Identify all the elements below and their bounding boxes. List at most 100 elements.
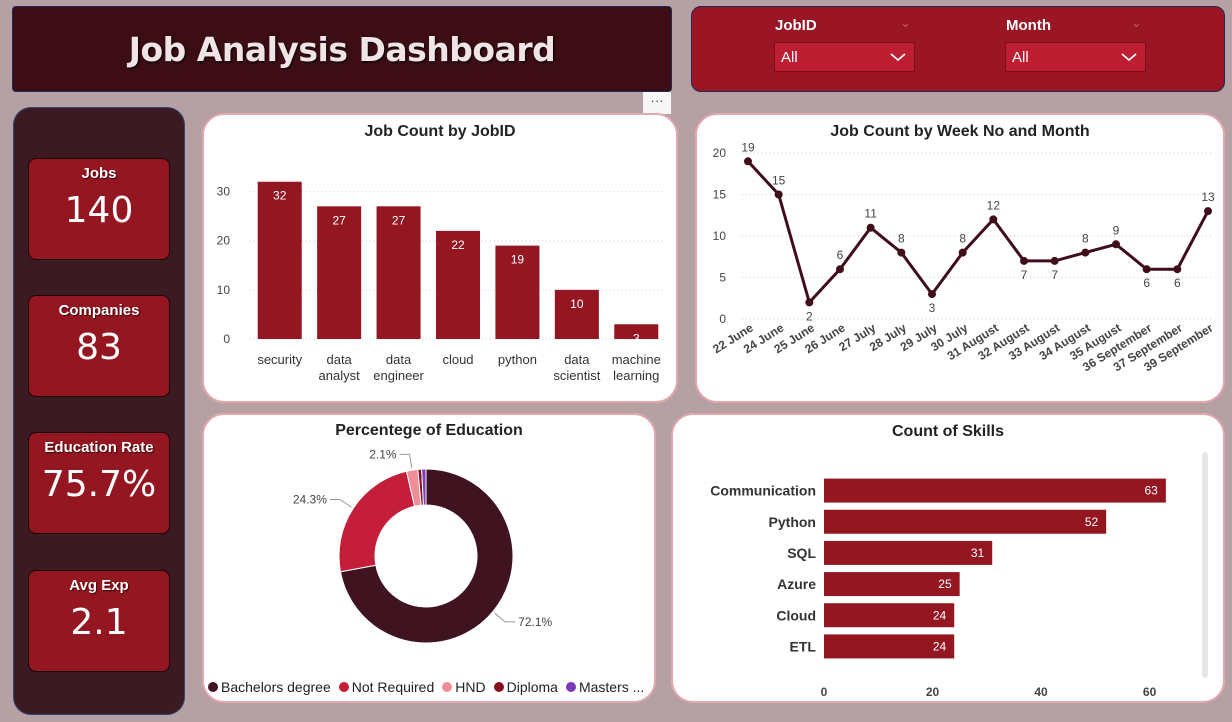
data-label: 27 [392, 213, 406, 227]
y-tick-label: 20 [217, 234, 231, 248]
month-dropdown-value: All [1012, 48, 1029, 66]
legend-label: HND [455, 679, 486, 695]
y-tick-label: 0 [223, 332, 230, 346]
x-tick-label: 40 [1034, 685, 1048, 699]
data-label: 19 [741, 140, 755, 154]
legend-item[interactable]: HND [442, 679, 486, 695]
legend-item[interactable]: Masters ... [565, 679, 644, 695]
data-label: 63 [1145, 484, 1159, 498]
data-label: 6 [837, 248, 844, 262]
chevron-down-icon [890, 53, 906, 62]
y-tick-label: Cloud [776, 607, 816, 623]
legend-item[interactable]: Not Required [338, 679, 434, 695]
x-tick-label: data [326, 352, 352, 367]
chart-title: Job Count by JobID [364, 123, 516, 140]
chart-title: Job Count by Week No and Month [830, 123, 1090, 140]
y-tick-label: Python [769, 514, 816, 530]
data-label: 31 [971, 546, 985, 560]
bar [824, 509, 1107, 534]
bar [257, 181, 302, 339]
bar [436, 230, 480, 339]
page-title: Job Analysis Dashboard [128, 29, 556, 69]
x-tick-label: data [564, 352, 590, 367]
data-label: 7 [1021, 268, 1028, 282]
point [805, 298, 814, 307]
data-label: 2.1% [369, 447, 397, 461]
x-tick-label: data [386, 352, 412, 367]
legend-swatch [208, 682, 218, 692]
data-label: 8 [1082, 232, 1089, 246]
x-tick-label: python [498, 352, 537, 367]
skills-bar-chart: 0 20 40 60 63 Communication 52 Python 31 SQL 25 Azu… [710, 478, 1166, 699]
x-tick-label: learning [613, 368, 659, 383]
month-dropdown[interactable]: All [1005, 42, 1146, 72]
point [958, 248, 967, 257]
bar [317, 206, 362, 339]
data-label: 32 [273, 189, 287, 203]
point [1081, 248, 1090, 257]
data-label: 12 [987, 198, 1001, 212]
legend-item[interactable]: Bachelors degree [208, 679, 331, 695]
data-label: 8 [898, 232, 905, 246]
data-label: 22 [451, 238, 465, 252]
kpi-value: 2.1 [70, 602, 128, 643]
bar [824, 572, 960, 597]
legend-label: Bachelors degree [221, 679, 331, 695]
data-label: 24.3% [293, 492, 327, 506]
point [1142, 265, 1151, 274]
y-tick-label: ETL [790, 638, 817, 654]
data-label: 52 [1085, 515, 1099, 529]
series-line [746, 160, 1210, 306]
kpi-label: Avg Exp [69, 577, 129, 594]
more-options-icon[interactable]: ··· [643, 92, 671, 114]
x-tick-label: scientist [553, 368, 600, 383]
leader-line [494, 612, 516, 623]
jobid-dropdown[interactable]: All [774, 42, 915, 72]
y-tick-label: SQL [787, 545, 816, 561]
bar [824, 634, 955, 659]
month-collapse-icon[interactable]: ⌄ [1131, 15, 1142, 30]
y-tick-label: 0 [719, 312, 726, 326]
bar [824, 478, 1166, 503]
data-label: 3 [929, 301, 936, 315]
x-tick-label: analyst [319, 368, 361, 383]
jobid-collapse-icon[interactable]: ⌄ [900, 15, 911, 30]
x-tick-label: 20 [926, 685, 940, 699]
leader-line [399, 453, 413, 469]
pie-slice [421, 468, 427, 506]
point [836, 265, 844, 274]
legend-swatch [565, 682, 576, 692]
title-banner: Job Analysis Dashboard [12, 6, 672, 92]
legend-swatch [338, 682, 349, 692]
data-label: 24 [933, 608, 947, 622]
data-label: 27 [332, 213, 346, 227]
skills-scrollbar[interactable] [1202, 452, 1208, 678]
kpi-label: Companies [58, 302, 140, 319]
data-label: 10 [570, 297, 584, 311]
education-donut-chart: 72.1% 24.3% 2.1% [293, 447, 553, 644]
data-label: 7 [1051, 268, 1058, 282]
y-tick-label: 20 [713, 146, 727, 160]
kpi-card-jobs: Jobs 140 [28, 158, 170, 260]
y-tick-label: Communication [710, 483, 816, 499]
data-label: 19 [511, 253, 525, 267]
legend-item[interactable]: Diploma [493, 679, 558, 695]
x-tick-label: machine [612, 352, 661, 367]
x-tick-label: engineer [373, 368, 424, 383]
point [928, 290, 936, 299]
kpi-value: 83 [76, 327, 122, 368]
point [744, 157, 752, 166]
bar [495, 245, 540, 339]
education-legend: Bachelors degree Not Required HND Diploma Ma… [208, 679, 648, 695]
data-label: 2 [806, 309, 813, 323]
kpi-value: 140 [64, 190, 134, 231]
leader-line [329, 498, 352, 508]
education-chart-panel: Percentege of Education 72.1% 24.3% 2.1% B… [202, 413, 656, 703]
y-tick-label: 5 [719, 271, 726, 285]
data-label: 3 [633, 331, 640, 345]
point [989, 215, 998, 224]
x-tick-label: 0 [821, 685, 828, 699]
week-chart-panel: Job Count by Week No and Month 0 5 10 15 20 1… [695, 113, 1225, 403]
jobid-chart-panel: Job Count by JobID 0 10 20 30 32 security 27 da… [202, 113, 678, 403]
